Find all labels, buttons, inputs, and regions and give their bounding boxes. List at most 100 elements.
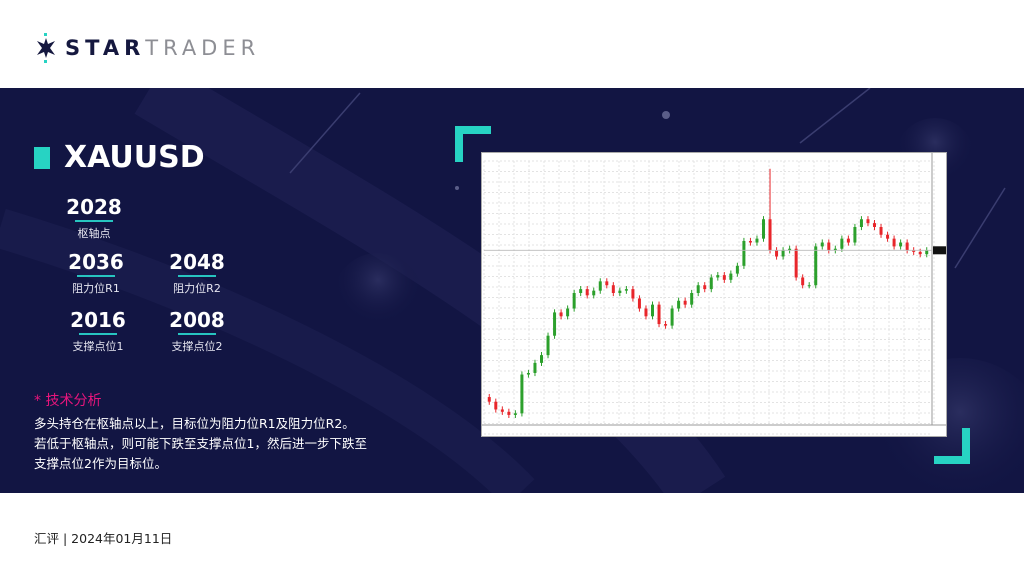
level-label: 阻力位R2 xyxy=(173,282,221,295)
level-s2: 2008 支撑点位2 xyxy=(157,308,237,354)
candlestick-chart xyxy=(482,153,946,435)
candle-body xyxy=(605,281,609,286)
symbol-title: XAUUSD xyxy=(34,140,205,175)
level-underline xyxy=(79,333,117,335)
level-value: 2008 xyxy=(169,308,225,332)
analysis-line: 多头持仓在枢轴点以上，目标位为阻力位R1及阻力位R2。 xyxy=(34,416,355,431)
corner-bracket-bottom-right xyxy=(934,428,970,464)
current-price-marker xyxy=(933,246,946,255)
candle-body xyxy=(690,293,694,305)
candle-body xyxy=(735,265,739,274)
price-chart xyxy=(481,152,947,437)
level-value: 2028 xyxy=(66,195,122,219)
level-underline xyxy=(77,275,115,277)
title-square-icon xyxy=(34,146,50,169)
candle-body xyxy=(513,413,517,415)
candle-body xyxy=(507,411,511,415)
logo: STARTRADER xyxy=(33,33,260,63)
candle-body xyxy=(546,335,550,356)
candle-body xyxy=(670,308,674,326)
level-underline xyxy=(75,220,113,222)
analysis-heading: * 技术分析 xyxy=(34,393,102,409)
level-r2: 2048 阻力位R2 xyxy=(157,250,237,296)
candle-body xyxy=(918,251,922,255)
candle-body xyxy=(637,298,641,309)
candle-body xyxy=(755,238,759,243)
candle-body xyxy=(553,312,557,336)
level-label: 支撑点位2 xyxy=(171,340,223,353)
technical-analysis: * 技术分析 多头持仓在枢轴点以上，目标位为阻力位R1及阻力位R2。 若低于枢轴… xyxy=(34,390,367,474)
candle-body xyxy=(526,372,530,375)
level-pivot: 2028 枢轴点 xyxy=(54,195,134,241)
level-label: 枢轴点 xyxy=(77,227,111,240)
candle-body xyxy=(873,223,876,227)
candle-body xyxy=(892,238,896,247)
candle-body xyxy=(912,250,916,252)
candle-body xyxy=(579,289,583,293)
candle-body xyxy=(520,374,524,414)
candle-body xyxy=(533,362,537,373)
candle-body xyxy=(651,304,654,317)
candle-body xyxy=(559,312,563,317)
level-underline xyxy=(178,275,216,277)
corner-bracket-top-left xyxy=(455,126,491,162)
candle-body xyxy=(775,250,779,257)
level-value: 2036 xyxy=(68,250,124,274)
candle-body xyxy=(624,289,628,291)
level-value: 2048 xyxy=(169,250,225,274)
candle-body xyxy=(696,285,700,293)
candle-body xyxy=(742,240,746,266)
candle-body xyxy=(500,409,504,412)
level-underline xyxy=(178,333,216,335)
analysis-line: 支撑点位2作为目标位。 xyxy=(34,456,167,471)
star-logo-icon xyxy=(37,33,55,63)
candle-body xyxy=(807,285,811,287)
candle-body xyxy=(840,238,844,249)
candle-body xyxy=(709,277,713,290)
candle-body xyxy=(866,219,870,224)
candle-body xyxy=(566,308,570,317)
candle-body xyxy=(768,219,772,251)
candle-body xyxy=(859,219,863,227)
candle-body xyxy=(899,242,903,247)
candle-body xyxy=(611,285,615,293)
candle-body xyxy=(853,227,857,243)
candle-body xyxy=(827,242,831,251)
candle-body xyxy=(618,290,622,293)
candle-body xyxy=(664,324,668,326)
candle-body xyxy=(833,248,837,251)
candle-body xyxy=(729,273,733,280)
candle-body xyxy=(572,293,576,309)
candle-body xyxy=(494,401,498,410)
candle-body xyxy=(703,285,707,290)
candle-body xyxy=(585,289,589,296)
candle-body xyxy=(879,227,883,235)
candle-body xyxy=(487,397,491,402)
candle-body xyxy=(657,304,661,325)
candle-body xyxy=(644,308,648,317)
candle-body xyxy=(794,248,798,278)
header: STARTRADER xyxy=(0,0,1024,88)
level-label: 支撑点位1 xyxy=(72,340,124,353)
candle-body xyxy=(631,289,635,299)
candle-body xyxy=(781,250,785,257)
candle-body xyxy=(905,242,909,251)
candle-body xyxy=(762,219,765,239)
brand-name-bold: STAR xyxy=(65,36,146,60)
candle-body xyxy=(925,250,929,255)
symbol-name: XAUUSD xyxy=(64,140,205,175)
candle-body xyxy=(788,248,792,251)
candle-body xyxy=(683,300,687,305)
candle-body xyxy=(886,234,890,239)
candle-body xyxy=(592,290,596,296)
footer-date: 汇评 | 2024年01月11日 xyxy=(34,531,173,546)
candle-body xyxy=(846,238,850,243)
brand-name-light: TRADER xyxy=(145,36,261,60)
level-label: 阻力位R1 xyxy=(72,282,120,295)
candle-body xyxy=(540,355,543,363)
candle-body xyxy=(722,275,726,280)
candle-body xyxy=(677,300,681,309)
analysis-line: 若低于枢轴点，则可能下跌至支撑点位1，然后进一步下跌至 xyxy=(34,436,367,451)
candle-body xyxy=(598,281,602,291)
level-r1: 2036 阻力位R1 xyxy=(56,250,136,296)
